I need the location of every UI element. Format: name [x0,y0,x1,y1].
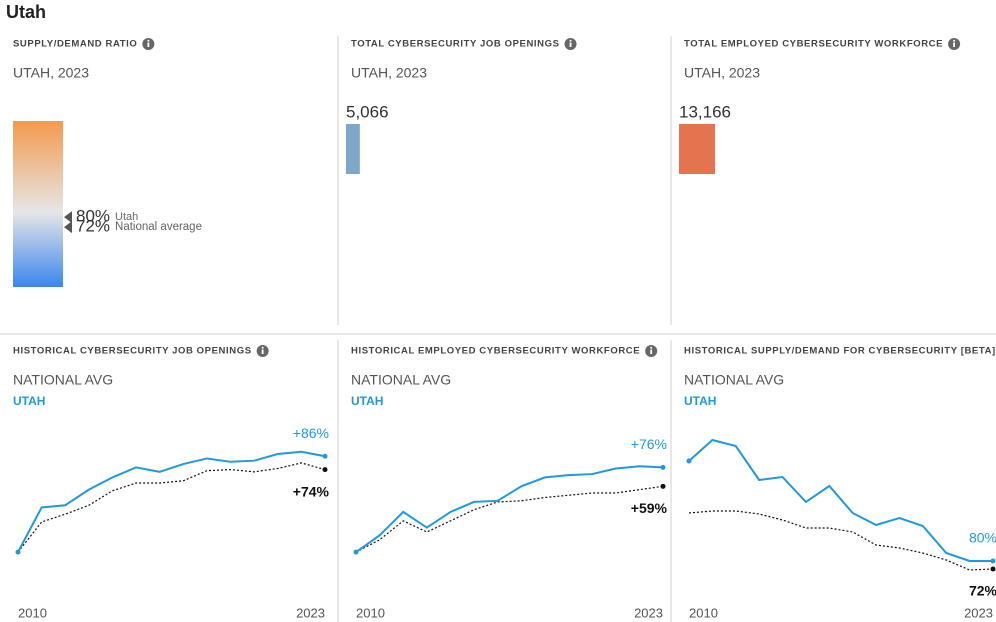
national-line [17,462,326,553]
legend-entry: NATIONAL AVG [351,372,451,388]
panel-heading: TOTAL EMPLOYED CYBERSECURITY WORKFORCE [684,39,943,50]
info-icon-glyph [569,42,572,47]
end-label: 72% [969,583,996,599]
info-icon-glyph [147,39,150,42]
gauge-value: 80% [76,207,110,226]
gauge-name: Utah [115,211,138,223]
end-dot [660,464,666,470]
x-tick-label: 2023 [964,605,993,620]
page-title: Utah [6,2,46,22]
panel-heading: SUPPLY/DEMAND RATIO [13,39,137,50]
x-tick-label: 2010 [18,605,47,620]
panel-subheading: UTAH, 2023 [684,65,760,81]
gauge-marker [64,211,72,224]
start-dot [15,549,21,555]
start-dot [353,549,359,555]
bar [346,124,360,174]
state-line [355,465,664,553]
bar-value: 13,166 [679,102,731,121]
info-icon-glyph [261,346,264,349]
national-line [355,485,664,553]
info-icon-glyph [650,349,653,354]
x-tick-label: 2010 [356,605,385,620]
end-label: +76% [631,436,667,452]
info-icon-glyph [650,346,653,349]
end-dot [322,453,328,459]
legend-entry: UTAH [684,394,716,408]
legend-entry: UTAH [351,394,383,408]
x-tick-label: 2023 [296,605,325,620]
state-line [688,438,993,562]
legend-entry: NATIONAL AVG [684,372,784,388]
panel-heading: HISTORICAL CYBERSECURITY JOB OPENINGS [13,346,252,357]
legend-entry: NATIONAL AVG [13,372,113,388]
x-tick-label: 2023 [634,605,663,620]
gauge-name: National average [115,221,202,233]
panel-heading: TOTAL CYBERSECURITY JOB OPENINGS [351,39,560,50]
info-icon-glyph [569,39,572,42]
panel-subheading: UTAH, 2023 [13,65,89,81]
panel-subheading: UTAH, 2023 [351,65,427,81]
x-tick-label: 2010 [689,605,718,620]
info-icon-glyph [261,349,264,354]
start-dot [686,458,692,464]
bar-value: 5,066 [346,102,389,121]
info-icon-glyph [953,39,956,42]
end-dot [322,467,328,473]
gauge-marker [64,221,72,234]
panel-heading: HISTORICAL EMPLOYED CYBERSECURITY WORKFO… [351,346,640,357]
end-label: +86% [293,425,329,441]
end-dot [990,566,996,572]
info-icon-glyph [147,42,150,47]
info-icon-glyph [953,42,955,47]
end-dot [990,558,996,564]
legend-entry: UTAH [13,394,45,408]
state-line [17,450,326,553]
bar [679,124,715,174]
end-label: 80% [969,530,996,546]
gauge-value: 72% [76,217,110,236]
end-label: +59% [631,500,668,516]
panel-heading: HISTORICAL SUPPLY/DEMAND FOR CYBERSECURI… [684,346,996,357]
end-label: +74% [293,483,330,499]
end-dot [660,483,666,489]
gauge-bar [13,121,63,287]
national-line [688,510,994,571]
